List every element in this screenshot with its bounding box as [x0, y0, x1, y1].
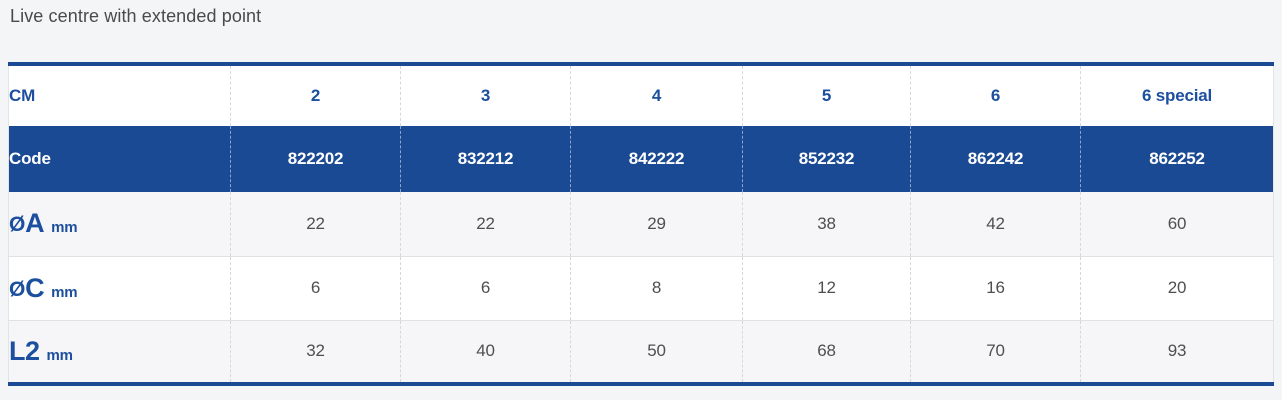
- value-cell: 22: [400, 192, 571, 256]
- code-cell: 822202: [230, 126, 401, 192]
- value-cell: 40: [400, 320, 571, 384]
- row-label: L2: [9, 335, 40, 366]
- row-header-diameter-a: ØA mm: [8, 192, 231, 256]
- value-cell: 29: [570, 192, 743, 256]
- value-cell: 20: [1167, 278, 1187, 297]
- column-header-size-5: 5: [742, 64, 911, 126]
- value-cell: 93: [1167, 341, 1187, 361]
- row-unit: mm: [46, 346, 73, 364]
- value-cell: 38: [742, 192, 911, 256]
- spec-row-diameter-a: ØA mm 22 22 29 38 42 60: [8, 192, 1274, 256]
- value-cell: 70: [910, 320, 1081, 384]
- table-header-row: CM 2 3 4 5 6 6 special: [8, 64, 1274, 126]
- column-header-size-3: 3: [400, 64, 571, 126]
- code-cell: 852232: [742, 126, 911, 192]
- page-title: Live centre with extended point: [10, 6, 262, 26]
- code-row: Code 822202 832212 842222 852232 862242 …: [8, 126, 1274, 192]
- row-label: A: [25, 208, 45, 239]
- value-cell: 68: [742, 320, 911, 384]
- value-cell: 22: [230, 192, 401, 256]
- product-spec-table: CM 2 3 4 5 6 6 special Code 822202 83221…: [8, 62, 1274, 386]
- diameter-symbol: Ø: [9, 213, 26, 237]
- row-header-l2: L2 mm: [8, 320, 231, 384]
- diameter-symbol: Ø: [9, 277, 26, 301]
- column-header-size-4: 4: [570, 64, 743, 126]
- column-header-cm: CM: [8, 64, 231, 126]
- value-cell: 50: [570, 320, 743, 384]
- spec-row-diameter-c: ØC mm 6 6 8 12 16 20: [8, 256, 1274, 320]
- value-cell: 8: [570, 256, 743, 320]
- row-label: C: [25, 272, 45, 303]
- value-cell: 32: [230, 320, 401, 384]
- value-cell: 6: [230, 256, 401, 320]
- spec-row-l2: L2 mm 32 40 50 68 70 93: [8, 320, 1274, 384]
- code-cell: 862252: [1149, 149, 1205, 168]
- value-cell: 60: [1167, 213, 1187, 233]
- code-cell: 862242: [910, 126, 1081, 192]
- value-cell: 12: [742, 256, 911, 320]
- row-unit: mm: [51, 219, 78, 237]
- column-header-size-6: 6: [910, 64, 1081, 126]
- value-cell: 16: [910, 256, 1081, 320]
- code-cell: 832212: [400, 126, 571, 192]
- column-header-size-2: 2: [230, 64, 401, 126]
- code-cell: 842222: [570, 126, 743, 192]
- value-cell: 6: [400, 256, 571, 320]
- row-header-code: Code: [8, 126, 231, 192]
- row-unit: mm: [51, 283, 78, 301]
- row-header-diameter-c: ØC mm: [8, 256, 231, 320]
- value-cell: 42: [910, 192, 1081, 256]
- column-header-size-6-special: 6 special: [1141, 86, 1213, 105]
